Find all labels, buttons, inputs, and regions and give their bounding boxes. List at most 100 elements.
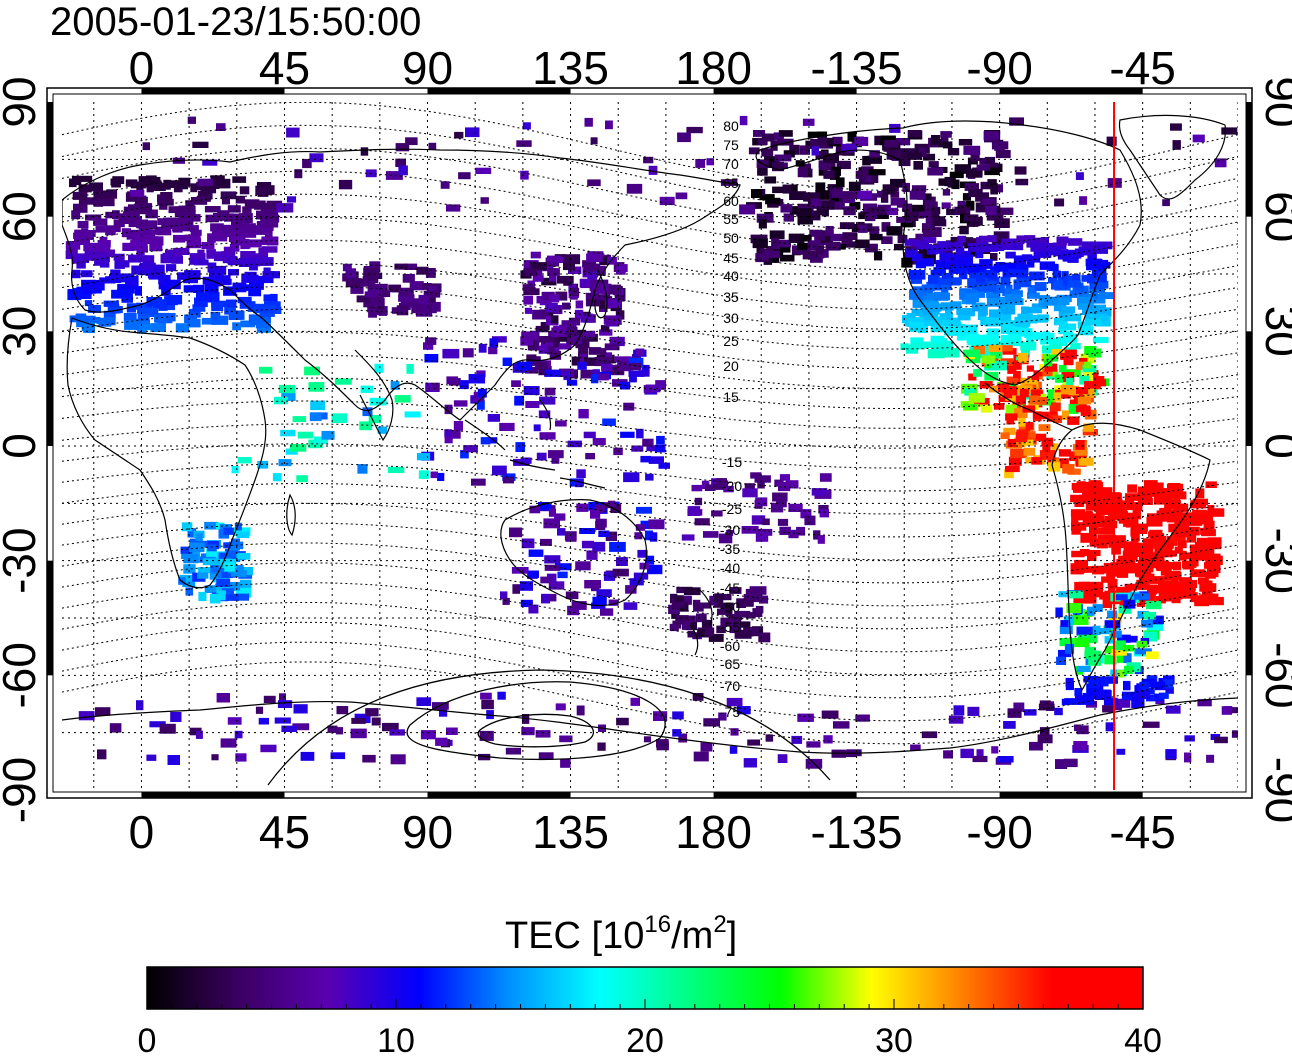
tec-cell: [535, 730, 551, 738]
contour-line: [62, 562, 1238, 630]
tec-cell: [1074, 688, 1083, 697]
tec-cell: [1123, 512, 1137, 521]
tec-cell: [938, 242, 955, 251]
tec-cell: [334, 378, 352, 385]
tec-cell: [649, 532, 658, 542]
tec-cell: [362, 407, 373, 417]
tec-cell: [223, 246, 236, 255]
tec-cell: [898, 156, 911, 167]
tec-cell: [235, 195, 246, 204]
tec-cell: [1002, 348, 1017, 355]
frame-bar-bottom: [713, 792, 857, 798]
tec-cell: [1023, 447, 1036, 456]
tec-cell: [1186, 516, 1203, 526]
tec-cell: [216, 578, 231, 587]
tec-cell: [368, 308, 377, 318]
tec-cell: [1048, 397, 1056, 406]
tec-cell: [1005, 251, 1016, 259]
tec-cell: [825, 226, 834, 236]
tec-cell: [1138, 555, 1151, 565]
tec-cell: [1170, 539, 1178, 546]
tec-cell: [777, 518, 789, 526]
tec-cell: [970, 154, 980, 161]
tec-cell: [636, 428, 644, 439]
left-lat-tick: -30: [0, 527, 45, 593]
left-latitude-ticks: 9060300-30-60-90: [0, 76, 45, 823]
tec-cell: [902, 315, 911, 324]
tec-cell: [901, 257, 913, 268]
tec-cell: [905, 248, 918, 258]
frame-bar-right: [1246, 560, 1252, 676]
tec-cell: [623, 602, 638, 610]
tec-cell: [431, 382, 440, 391]
tec-cell: [925, 216, 939, 226]
tec-cell: [544, 387, 556, 396]
tec-cell: [739, 621, 751, 628]
tec-cell: [1189, 557, 1199, 567]
tec-cell: [643, 736, 651, 743]
tec-cell: [188, 308, 201, 318]
tec-cell: [610, 504, 622, 513]
tec-cell: [520, 599, 533, 608]
tec-cell: [819, 509, 829, 518]
tec-cell: [304, 366, 320, 376]
tec-cell: [210, 311, 221, 321]
contour-label-south: -70: [720, 678, 740, 694]
top-lon-tick: 135: [532, 42, 609, 94]
tec-cell: [1009, 117, 1024, 126]
tec-cell: [127, 275, 139, 286]
tec-cell: [163, 303, 175, 311]
tec-cell: [122, 242, 135, 251]
tec-cell: [536, 452, 547, 461]
tec-cell: [909, 289, 926, 300]
tec-cell: [190, 197, 208, 205]
tec-cell: [678, 733, 688, 743]
tec-cell: [197, 178, 214, 187]
tec-cell: [629, 373, 637, 383]
tec-cell: [1078, 457, 1094, 466]
tec-cell: [870, 173, 879, 183]
contour-line: [62, 285, 1238, 350]
tec-cell: [396, 305, 409, 316]
tec-cell: [142, 142, 150, 151]
left-lat-tick: 0: [0, 433, 45, 459]
tec-cell: [910, 337, 924, 345]
tec-cell: [1027, 292, 1040, 299]
tec-cell: [1060, 620, 1069, 627]
tec-cell: [168, 206, 185, 214]
tec-cell: [488, 346, 498, 355]
frame-bar-left: [47, 560, 53, 676]
tec-cell: [779, 474, 790, 481]
left-lat-tick: -60: [0, 642, 45, 708]
tec-cell: [382, 722, 399, 732]
tec-cell: [783, 213, 794, 222]
tec-cell: [480, 692, 492, 700]
tec-cell: [967, 157, 978, 165]
tec-cell: [1195, 546, 1209, 554]
tec-cell: [1078, 246, 1094, 256]
right-lat-tick: -90: [1256, 757, 1292, 823]
tec-cell: [109, 304, 120, 314]
contour-line: [62, 331, 1238, 390]
tec-cell: [900, 343, 909, 350]
tec-cell: [1034, 282, 1047, 291]
tec-cell: [522, 122, 531, 130]
tec-cell: [276, 203, 294, 213]
tec-cell: [1150, 533, 1165, 542]
tec-cell: [356, 295, 373, 303]
tec-cell: [695, 159, 706, 168]
tec-cell: [841, 143, 858, 152]
tec-cell: [1135, 547, 1152, 557]
tec-cell: [532, 275, 544, 282]
tec-cell: [1123, 653, 1132, 664]
tec-cell: [973, 265, 987, 276]
tec-cell: [913, 161, 923, 170]
tec-cell: [409, 281, 424, 291]
tec-cell: [292, 723, 310, 731]
tec-cell: [1010, 448, 1027, 459]
tec-cell: [706, 158, 714, 166]
tec-cell: [566, 379, 578, 386]
tec-cell: [1068, 404, 1079, 414]
tec-cell: [416, 266, 429, 275]
contour-label-south: -30: [720, 522, 740, 538]
